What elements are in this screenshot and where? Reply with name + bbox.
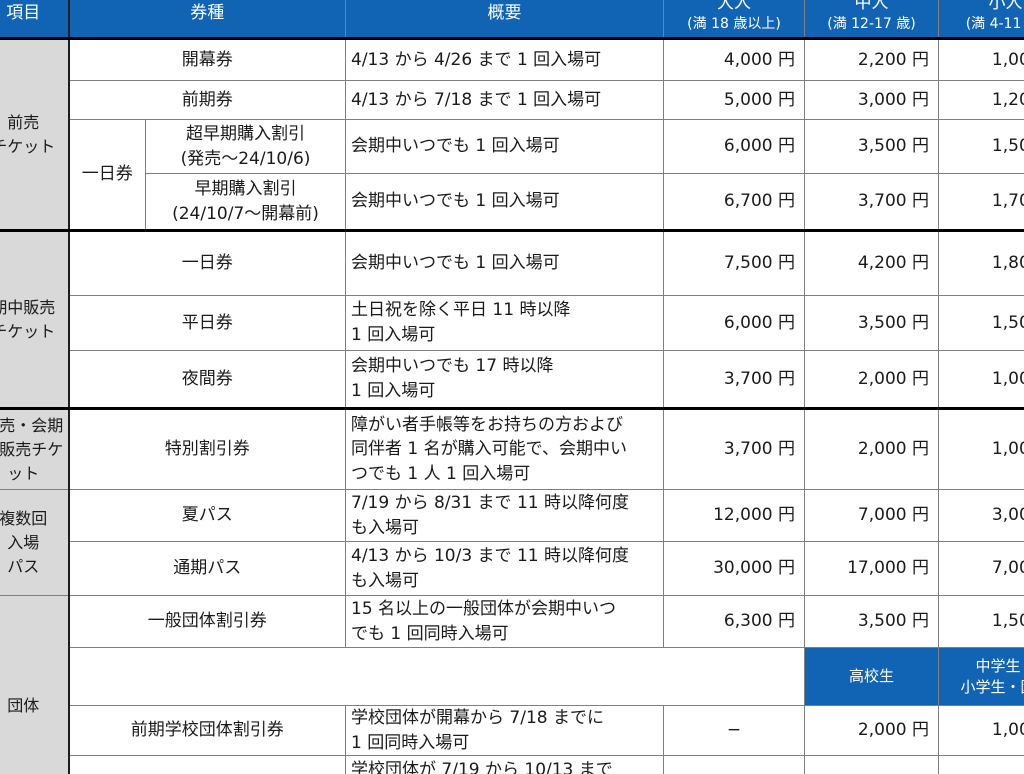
overview-cell: 4/13 から 10/3 まで 11 時以降何度 も入場可 xyxy=(345,541,664,596)
price-middle-cell: 3,500 円 xyxy=(804,295,939,351)
price-middle-cell: 2,000 円 xyxy=(804,350,939,410)
group-advance-and-during-tickets: 前売・会期 中販売チケ ット xyxy=(0,407,70,490)
price-adult-cell: 12,000 円 xyxy=(663,489,805,542)
child-age-label: (満 4-11 歳) xyxy=(965,16,1022,33)
ticket-name-cell: 夏パス xyxy=(68,489,346,542)
price-child-cell: 3,000 円 xyxy=(938,489,1024,542)
col-header-adult: 大人 (満 18 歳以上) xyxy=(663,0,805,40)
overview-cell: 7/19 から 8/31 まで 11 時以降何度 も入場可 xyxy=(345,489,664,542)
subheader-highschool-cell: 高校生 xyxy=(804,647,939,706)
col-header-item: 項目 xyxy=(0,0,70,40)
ticket-name-cell: 通期パス xyxy=(68,541,346,596)
price-adult-cell: 4,000 円 xyxy=(663,37,805,81)
price-middle-cell: 3,700 円 xyxy=(804,173,939,232)
ticket-name-cell: 平日券 xyxy=(68,295,346,351)
price-child-cell: 1,700 円 xyxy=(938,173,1024,232)
overview-cell: 学校団体が開幕から 7/18 までに 1 回同時入場可 xyxy=(345,704,664,757)
price-adult-cell: 3,700 円 xyxy=(663,350,805,410)
price-child-cell: 1,200 円 xyxy=(938,80,1024,120)
price-adult-cell: 7,500 円 xyxy=(663,229,805,296)
overview-cell: 学校団体が 7/19 から 10/13 まで xyxy=(345,755,664,774)
price-adult-cell: 6,700 円 xyxy=(663,173,805,232)
overview-cell: 会期中いつでも 17 時以降 1 回入場可 xyxy=(345,350,664,410)
blank-cell xyxy=(68,647,805,706)
price-middle-cell xyxy=(804,755,939,774)
group-organizations: 団体 xyxy=(0,594,70,774)
price-middle-cell: 2,000 円 xyxy=(804,407,939,490)
group-multi-entry-pass: 複数回 入場 パス xyxy=(0,489,70,596)
price-middle-cell: 17,000 円 xyxy=(804,541,939,596)
overview-cell: 4/13 から 4/26 まで 1 回入場可 xyxy=(345,37,664,81)
overview-cell: 会期中いつでも 1 回入場可 xyxy=(345,229,664,296)
col-header-ticket-type-label: 券種 xyxy=(190,2,225,23)
price-child-cell: 1,000 円 xyxy=(938,350,1024,410)
ticket-name-cell: 一般団体割引券 xyxy=(68,595,346,648)
col-header-child: 小人 (満 4-11 歳) xyxy=(938,0,1024,40)
price-child-cell xyxy=(938,755,1024,774)
ticket-name-cell: 開幕券 xyxy=(68,37,346,81)
overview-cell: 障がい者手帳等をお持ちの方および 同伴者 1 名が購入可能で、会期中い つでも … xyxy=(345,407,664,490)
price-child-cell: 1,500 円 xyxy=(938,119,1024,174)
price-middle-cell: 3,500 円 xyxy=(804,119,939,174)
price-adult-cell: 5,000 円 xyxy=(663,80,805,120)
day-ticket-label-cell: 一日券 xyxy=(68,119,146,231)
overview-cell: 会期中いつでも 1 回入場可 xyxy=(345,119,664,174)
subheader-junior-elementary-cell: 中学生・ 小学生・園児 xyxy=(938,647,1024,706)
ticket-name-cell: 超早期購入割引 (発売〜24/10/6) xyxy=(145,119,346,174)
adult-label: 大人 xyxy=(717,0,751,14)
price-child-cell: 1,000 円 xyxy=(938,704,1024,757)
price-child-cell: 1,500 円 xyxy=(938,295,1024,351)
col-header-item-label: 項目 xyxy=(6,2,41,23)
middle-age-label: (満 12-17 歳) xyxy=(827,16,916,33)
price-middle-cell: 2,000 円 xyxy=(804,704,939,757)
col-header-overview-label: 概要 xyxy=(487,2,522,23)
ticket-name-cell: 特別割引券 xyxy=(68,407,346,490)
overview-cell: 土日祝を除く平日 11 時以降 1 回入場可 xyxy=(345,295,664,351)
price-middle-cell: 3,500 円 xyxy=(804,595,939,648)
price-middle-cell: 7,000 円 xyxy=(804,489,939,542)
overview-cell: 会期中いつでも 1 回入場可 xyxy=(345,173,664,232)
price-middle-cell: 2,200 円 xyxy=(804,37,939,81)
price-adult-cell: − xyxy=(663,704,805,757)
price-adult-cell: 6,000 円 xyxy=(663,295,805,351)
price-middle-cell: 3,000 円 xyxy=(804,80,939,120)
price-adult-cell: 30,000 円 xyxy=(663,541,805,596)
price-child-cell: 1,000 円 xyxy=(938,37,1024,81)
ticket-name-cell xyxy=(68,755,346,774)
overview-cell: 4/13 から 7/18 まで 1 回入場可 xyxy=(345,80,664,120)
overview-cell: 15 名以上の一般団体が会期中いつ でも 1 回同時入場可 xyxy=(345,595,664,648)
adult-age-label: (満 18 歳以上) xyxy=(687,16,781,33)
price-adult-cell: 6,000 円 xyxy=(663,119,805,174)
col-header-ticket-type: 券種 xyxy=(68,0,346,40)
middle-label: 中人 xyxy=(854,0,889,14)
price-child-cell: 1,800 円 xyxy=(938,229,1024,296)
ticket-name-cell: 前期学校団体割引券 xyxy=(68,704,346,757)
ticket-name-cell: 夜間券 xyxy=(68,350,346,410)
price-child-cell: 7,000 円 xyxy=(938,541,1024,596)
price-adult-cell xyxy=(663,755,805,774)
price-adult-cell: 6,300 円 xyxy=(663,595,805,648)
col-header-middle: 中人 (満 12-17 歳) xyxy=(804,0,939,40)
ticket-name-cell: 早期購入割引 (24/10/7〜開幕前) xyxy=(145,173,346,232)
price-child-cell: 1,500 円 xyxy=(938,595,1024,648)
col-header-overview: 概要 xyxy=(345,0,664,40)
child-label: 小人 xyxy=(988,0,1023,14)
price-middle-cell: 4,200 円 xyxy=(804,229,939,296)
price-adult-cell: 3,700 円 xyxy=(663,407,805,490)
ticket-name-cell: 前期券 xyxy=(68,80,346,120)
price-child-cell: 1,000 円 xyxy=(938,407,1024,490)
ticket-name-cell: 一日券 xyxy=(68,229,346,296)
